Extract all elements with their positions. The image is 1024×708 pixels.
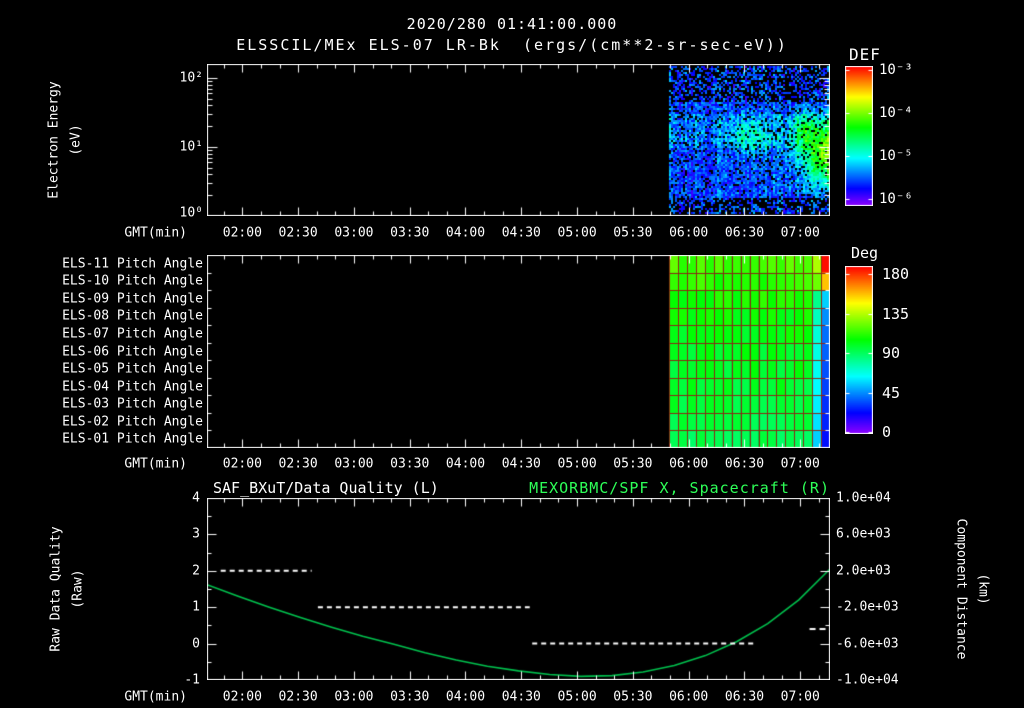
panel3-left-y-axis-units: (Raw) (70, 569, 86, 609)
panel1-x-tick-label: 03:00 (334, 225, 374, 241)
panel1-y-tick-label: 10² (179, 70, 203, 86)
panel2-x-tick-label: 02:30 (278, 456, 318, 472)
panel2-x-tick-label: 05:30 (613, 456, 653, 472)
pitch-row-label: ELS-08 Pitch Angle (62, 308, 203, 324)
flux-colorbar-tick-label: 10⁻⁶ (879, 191, 913, 207)
panel3-right-title: MEXORBMC/SPF X, Spacecraft (R) (529, 479, 830, 497)
datetime-title: 2020/280 01:41:00.000 (406, 15, 618, 33)
pitch-row-label: ELS-09 Pitch Angle (62, 291, 203, 307)
panel1-x-tick-label: 05:30 (613, 225, 653, 241)
panel3-right-y-axis-title: Component Distance (953, 518, 969, 660)
deg-colorbar-tick-label: 0 (882, 423, 892, 441)
panel2-x-tick-label: 04:30 (501, 456, 541, 472)
panel3-x-tick-label: 03:30 (390, 689, 430, 705)
panel1-y-axis-units: (eV) (68, 124, 84, 156)
panel1-x-tick-label: 07:00 (780, 225, 820, 241)
panel3-left-y-tick-label: 1 (192, 599, 200, 615)
flux-colorbar (845, 66, 873, 206)
deg-colorbar-tick-label: 135 (882, 304, 910, 323)
panel3-left-y-tick-label: -1 (184, 672, 200, 688)
panel1-y-axis-title: Electron Energy (46, 81, 62, 199)
panel1-x-axis-title: GMT(min) (124, 225, 187, 241)
panel3-right-y-tick-label: 2.0e+03 (836, 563, 891, 579)
panel3-x-tick-label: 02:00 (222, 689, 262, 705)
panel3-right-y-tick-label: 1.0e+04 (836, 490, 891, 506)
panel3-x-tick-label: 07:00 (780, 689, 820, 705)
pitch-row-label: ELS-06 Pitch Angle (62, 344, 203, 359)
deg-colorbar (845, 266, 873, 434)
panel1-x-tick-label: 02:00 (222, 225, 262, 241)
panel1-y-tick-label: 10¹ (179, 139, 203, 155)
pitch-row-label: ELS-05 Pitch Angle (62, 361, 203, 377)
panel1-x-tick-label: 06:00 (669, 225, 709, 241)
panel2-x-tick-label: 04:00 (445, 456, 486, 472)
deg-colorbar-title: Deg (851, 244, 879, 262)
panel2-x-axis-title: GMT(min) (124, 456, 187, 472)
flux-colorbar-tick-label: 10⁻³ (879, 62, 913, 78)
pitch-row-label: ELS-11 Pitch Angle (62, 256, 203, 272)
panel3-right-y-tick-label: 6.0e+03 (836, 526, 891, 542)
deg-colorbar-tick-label: 180 (882, 265, 910, 283)
panel3-right-y-tick-label: -1.0e+04 (836, 672, 899, 688)
panel2-x-tick-label: 06:30 (724, 456, 765, 472)
panel3-left-y-tick-label: 0 (192, 636, 200, 652)
electron-spectrogram-canvas (207, 64, 830, 216)
flux-colorbar-tick-label: 10⁻⁵ (879, 148, 913, 164)
panel3-x-tick-label: 04:00 (445, 689, 486, 705)
panel3-x-tick-label: 02:30 (278, 689, 318, 705)
quality-distance-canvas (207, 498, 830, 680)
plot-title: ELSSCIL/MEx ELS-07 LR-Bk (ergs/(cm**2-sr… (236, 36, 788, 54)
panel3-x-tick-label: 04:30 (501, 689, 541, 705)
panel2-x-tick-label: 07:00 (780, 456, 820, 472)
panel3-x-tick-label: 05:30 (613, 689, 653, 705)
panel2-x-tick-label: 06:00 (669, 456, 709, 472)
deg-colorbar-tick-label: 90 (882, 344, 901, 362)
panel3-left-y-axis-title: Raw Data Quality (48, 526, 64, 652)
panel3-x-tick-label: 06:30 (724, 689, 765, 705)
panel2-x-tick-label: 03:00 (334, 456, 374, 472)
flux-colorbar-title: DEF (849, 45, 881, 64)
panel1-x-tick-label: 02:30 (278, 225, 318, 241)
panel3-left-title: SAF_BXuT/Data Quality (L) (213, 479, 439, 497)
panel3-left-y-tick-label: 2 (192, 563, 200, 579)
panel3-right-y-tick-label: -2.0e+03 (836, 599, 899, 615)
panel1-x-tick-label: 05:00 (557, 225, 597, 241)
flux-colorbar-tick-label: 10⁻⁴ (879, 105, 913, 121)
panel3-right-y-tick-label: -6.0e+03 (836, 636, 899, 652)
panel3-x-tick-label: 06:00 (669, 689, 709, 705)
panel1-x-tick-label: 06:30 (724, 225, 765, 241)
panel1-y-tick-label: 10⁰ (179, 205, 203, 221)
panel2-x-tick-label: 05:00 (557, 456, 597, 472)
deg-colorbar-tick-label: 45 (882, 383, 901, 402)
panel3-x-axis-title: GMT(min) (124, 689, 187, 705)
panel3-left-y-tick-label: 3 (192, 526, 200, 542)
pitch-row-label: ELS-03 Pitch Angle (62, 396, 203, 412)
panel1-x-tick-label: 04:30 (501, 225, 541, 241)
panel3-x-tick-label: 03:00 (334, 689, 374, 705)
panel2-x-tick-label: 03:30 (390, 456, 430, 472)
panel1-x-tick-label: 03:30 (390, 225, 430, 241)
pitch-row-label: ELS-10 Pitch Angle (62, 273, 203, 289)
pitch-row-label: ELS-04 Pitch Angle (62, 379, 203, 395)
panel3-x-tick-label: 05:00 (557, 689, 597, 705)
pitch-row-label: ELS-01 Pitch Angle (62, 431, 203, 447)
panel2-x-tick-label: 02:00 (222, 456, 262, 472)
panel3-right-y-axis-units: (km) (975, 573, 991, 605)
panel3-left-y-tick-label: 4 (192, 490, 200, 506)
pitch-row-label: ELS-07 Pitch Angle (62, 326, 203, 342)
pitch-row-label: ELS-02 Pitch Angle (62, 414, 203, 430)
panel1-x-tick-label: 04:00 (445, 225, 486, 241)
pitch-angle-canvas (207, 255, 830, 448)
